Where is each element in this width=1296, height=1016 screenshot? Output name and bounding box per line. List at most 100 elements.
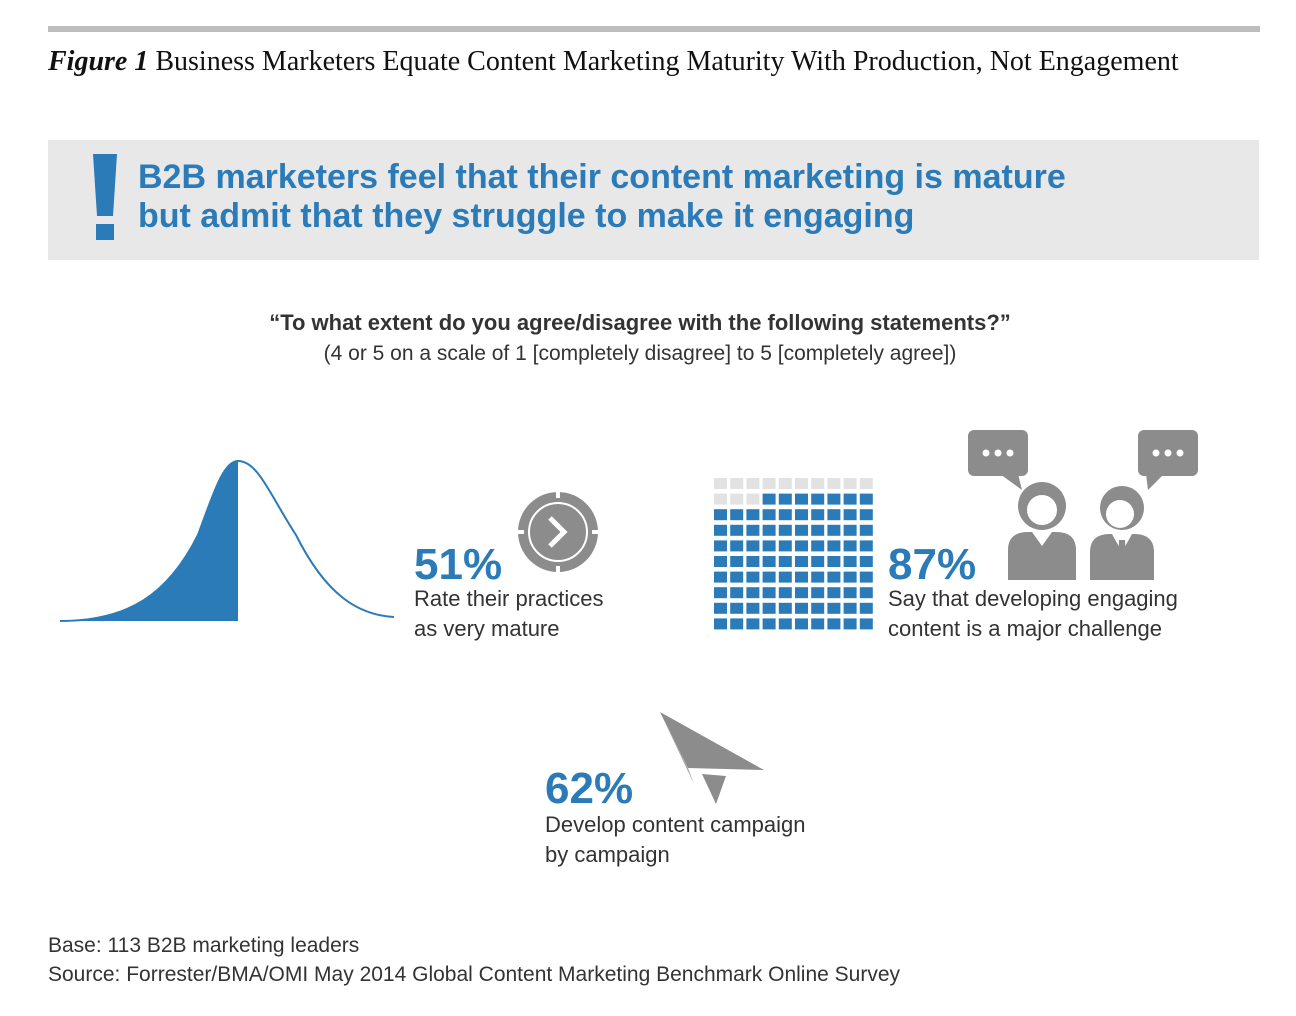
waffle-cell-filled bbox=[827, 493, 841, 505]
waffle-cell-empty bbox=[827, 478, 841, 489]
waffle-cell-filled bbox=[795, 540, 808, 552]
waffle-cell-filled bbox=[762, 602, 776, 614]
figure-label: Figure 1 bbox=[48, 46, 149, 77]
waffle-cell-empty bbox=[730, 478, 744, 489]
waffle-cell-empty bbox=[795, 478, 808, 489]
waffle-cell-filled bbox=[827, 618, 841, 630]
waffle-cell-filled bbox=[714, 540, 727, 552]
stat-desc-line: content is a major challenge bbox=[888, 616, 1162, 641]
waffle-cell-filled bbox=[778, 618, 792, 630]
waffle-cell-filled bbox=[730, 556, 744, 567]
waffle-cell-filled bbox=[762, 571, 776, 583]
waffle-cell-filled bbox=[811, 556, 825, 567]
waffle-cell-empty bbox=[730, 493, 744, 505]
waffle-cell-filled bbox=[795, 509, 808, 521]
waffle-cell-filled bbox=[730, 587, 744, 599]
stat-desc-line: as very mature bbox=[414, 616, 560, 641]
waffle-cell-filled bbox=[778, 540, 792, 552]
waffle-cell-filled bbox=[730, 509, 744, 521]
waffle-cell-filled bbox=[746, 618, 760, 630]
waffle-cell-filled bbox=[778, 571, 792, 583]
waffle-cell-filled bbox=[762, 493, 776, 505]
waffle-cell-empty bbox=[843, 478, 857, 489]
waffle-cell-filled bbox=[811, 618, 825, 630]
waffle-cell-empty bbox=[714, 478, 727, 489]
waffle-cell-filled bbox=[827, 602, 841, 614]
waffle-cell-filled bbox=[859, 571, 873, 583]
waffle-cell-filled bbox=[827, 571, 841, 583]
waffle-cell-filled bbox=[827, 524, 841, 536]
waffle-cell-filled bbox=[778, 556, 792, 567]
waffle-cell-filled bbox=[762, 587, 776, 599]
figure-caption: Figure 1 Business Marketers Equate Conte… bbox=[48, 46, 1278, 78]
exclamation-icon bbox=[93, 154, 117, 240]
waffle-cell-filled bbox=[746, 587, 760, 599]
waffle-cell-filled bbox=[778, 509, 792, 521]
waffle-cell-filled bbox=[795, 556, 808, 567]
headline-banner bbox=[48, 140, 1259, 260]
waffle-cell-filled bbox=[843, 540, 857, 552]
waffle-cell-filled bbox=[714, 618, 727, 630]
waffle-cell-filled bbox=[795, 587, 808, 599]
headline-text: B2B marketers feel that their content ma… bbox=[138, 158, 1238, 236]
waffle-cell-filled bbox=[778, 524, 792, 536]
headline-line-2: but admit that they struggle to make it … bbox=[138, 197, 915, 235]
waffle-cell-filled bbox=[714, 509, 727, 521]
waffle-cell-filled bbox=[859, 540, 873, 552]
waffle-cell-filled bbox=[795, 602, 808, 614]
people-speech-icon bbox=[968, 430, 1198, 580]
waffle-cell-filled bbox=[778, 587, 792, 599]
waffle-cell-filled bbox=[762, 540, 776, 552]
top-rule bbox=[48, 26, 1260, 32]
survey-question: “To what extent do you agree/disagree wi… bbox=[269, 310, 1011, 335]
stat-desc-mature: Rate their practices as very mature bbox=[414, 584, 674, 644]
waffle-cell-filled bbox=[859, 493, 873, 505]
waffle-cell-filled bbox=[811, 524, 825, 536]
waffle-cell-filled bbox=[827, 587, 841, 599]
waffle-cell-filled bbox=[778, 493, 792, 505]
waffle-cell-filled bbox=[714, 602, 727, 614]
waffle-cell-empty bbox=[859, 478, 873, 489]
waffle-cell-filled bbox=[811, 509, 825, 521]
waffle-cell-filled bbox=[843, 493, 857, 505]
waffle-cell-filled bbox=[843, 602, 857, 614]
waffle-cell-filled bbox=[762, 509, 776, 521]
waffle-cell-filled bbox=[730, 571, 744, 583]
waffle-cell-filled bbox=[746, 571, 760, 583]
waffle-cell-filled bbox=[859, 618, 873, 630]
stat-desc-challenge: Say that developing engaging content is … bbox=[888, 584, 1248, 644]
bell-curve-icon bbox=[59, 459, 395, 622]
stat-value-campaign: 62% bbox=[545, 764, 634, 813]
stat-desc-line: Develop content campaign bbox=[545, 812, 806, 837]
waffle-cell-filled bbox=[762, 524, 776, 536]
footer-source: Source: Forrester/BMA/OMI May 2014 Globa… bbox=[48, 963, 901, 986]
waffle-cell-filled bbox=[762, 618, 776, 630]
stat-desc-line: Rate their practices bbox=[414, 586, 604, 611]
waffle-cell-empty bbox=[762, 478, 776, 489]
waffle-cell-filled bbox=[811, 602, 825, 614]
waffle-cell-filled bbox=[859, 602, 873, 614]
stat-value-mature: 51% bbox=[414, 540, 503, 589]
waffle-cell-filled bbox=[762, 556, 776, 567]
waffle-cell-empty bbox=[746, 493, 760, 505]
waffle-cell-filled bbox=[730, 540, 744, 552]
waffle-cell-filled bbox=[795, 493, 808, 505]
waffle-cell-filled bbox=[859, 556, 873, 567]
waffle-cell-filled bbox=[811, 587, 825, 599]
survey-scale-note: (4 or 5 on a scale of 1 [completely disa… bbox=[323, 342, 957, 365]
waffle-cell-filled bbox=[843, 556, 857, 567]
waffle-cell-filled bbox=[730, 602, 744, 614]
waffle-cell-filled bbox=[795, 618, 808, 630]
waffle-cell-filled bbox=[746, 524, 760, 536]
waffle-cell-filled bbox=[746, 509, 760, 521]
waffle-cell-empty bbox=[778, 478, 792, 489]
waffle-cell-filled bbox=[843, 618, 857, 630]
waffle-cell-filled bbox=[827, 509, 841, 521]
waffle-cell-filled bbox=[746, 602, 760, 614]
waffle-cell-filled bbox=[714, 556, 727, 567]
waffle-cell-filled bbox=[730, 524, 744, 536]
waffle-cell-filled bbox=[843, 571, 857, 583]
clock-icon bbox=[518, 492, 598, 572]
waffle-cell-filled bbox=[843, 587, 857, 599]
waffle-cell-filled bbox=[811, 493, 825, 505]
